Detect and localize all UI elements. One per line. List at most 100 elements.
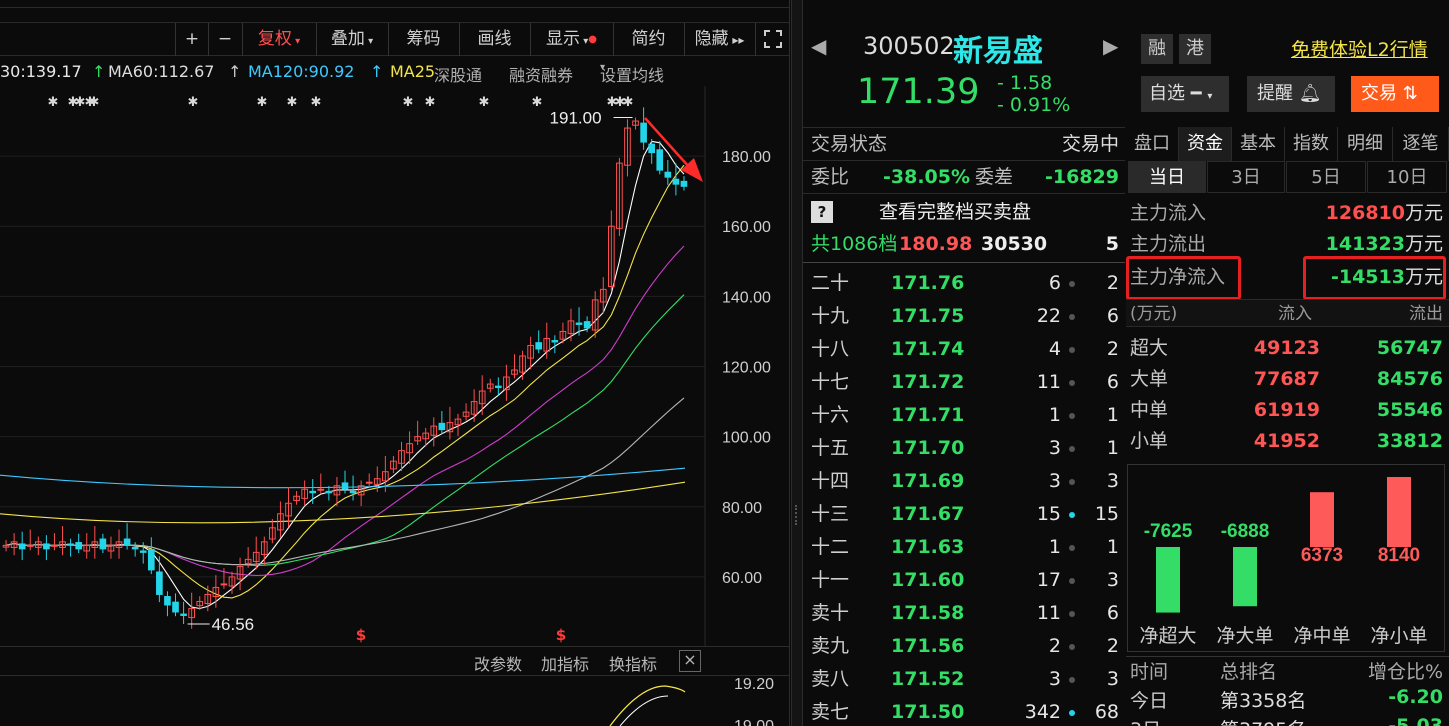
- event-marker-icon: ✱: [68, 95, 79, 110]
- prev-stock-icon[interactable]: ◀: [811, 34, 827, 58]
- book-count: 15: [1094, 503, 1119, 525]
- candle-body: [495, 385, 502, 389]
- order-book-row[interactable]: 十八 171.74 4 2: [803, 333, 1125, 366]
- tab-jiben[interactable]: 基本: [1232, 127, 1285, 161]
- rong-tag[interactable]: 融: [1141, 34, 1173, 64]
- candle-body: [156, 571, 163, 595]
- net-flow-bar: [1233, 547, 1257, 607]
- help-icon[interactable]: ?: [811, 201, 833, 223]
- order-book-row[interactable]: 十五 171.70 3 1: [803, 432, 1125, 465]
- close-indicator-button[interactable]: ×: [679, 650, 701, 672]
- order-book-row[interactable]: 十七 171.72 11 6: [803, 366, 1125, 399]
- weicha-label: 委差: [975, 166, 1014, 188]
- book-count: 1: [1106, 536, 1119, 558]
- tab-mingxi[interactable]: 明细: [1338, 127, 1393, 161]
- fullscreen-button[interactable]: [755, 23, 789, 56]
- order-book-row[interactable]: 卖十 171.58 11 6: [803, 597, 1125, 630]
- xianshi-dropdown[interactable]: 显示 ▾●: [530, 23, 612, 56]
- diejia-dropdown[interactable]: 叠加 ▾: [316, 23, 387, 56]
- candle-body: [325, 490, 333, 494]
- zoom-in-button[interactable]: +: [175, 23, 208, 56]
- order-book-row[interactable]: 十六 171.71 1 1: [803, 399, 1125, 432]
- gang-tag[interactable]: 港: [1179, 34, 1211, 64]
- kline-chart[interactable]: 180.00 160.00 140.00 120.00 100.00 80.00 60.00…: [0, 86, 790, 646]
- period-10d[interactable]: 10日: [1367, 161, 1447, 193]
- candle-body: [398, 450, 405, 464]
- candle-body: [390, 460, 397, 470]
- jianyue-button[interactable]: 简约: [613, 23, 683, 56]
- book-count: 6: [1106, 602, 1119, 624]
- jiaoyi-button[interactable]: 交易 ⇅: [1351, 76, 1439, 112]
- tab-zijin[interactable]: 资金: [1179, 127, 1232, 161]
- candle-body: [301, 488, 308, 499]
- l2-link[interactable]: 免费体验L2行情: [1291, 39, 1428, 61]
- book-count: 3: [1106, 668, 1119, 690]
- tab-zhishu[interactable]: 指数: [1285, 127, 1338, 161]
- bell-icon: 🔔︎: [1298, 83, 1322, 104]
- book-level: 十二: [811, 536, 850, 558]
- tab-pankou[interactable]: 盘口: [1126, 127, 1179, 161]
- change-param-button[interactable]: 改参数: [474, 655, 523, 674]
- book-level: 十一: [811, 569, 850, 591]
- book-level: 十五: [811, 437, 850, 459]
- highlight-box-label: [1126, 256, 1241, 300]
- book-level: 二十: [811, 272, 850, 294]
- panel-divider[interactable]: [791, 0, 803, 726]
- big-order-dot-icon: [1069, 347, 1075, 353]
- zoom-out-button[interactable]: −: [208, 23, 241, 56]
- book-volume: 11: [1036, 371, 1061, 393]
- trade-state-value: 交易中: [1061, 133, 1119, 155]
- order-book-row[interactable]: 十三 171.67 15 15: [803, 498, 1125, 531]
- fuquan-dropdown[interactable]: 复权 ▾: [242, 23, 315, 56]
- add-indicator-button[interactable]: 加指标: [541, 655, 590, 674]
- book-count: 6: [1106, 305, 1119, 327]
- order-book-row[interactable]: 卖九 171.56 2 2: [803, 630, 1125, 663]
- book-level: 卖十: [811, 602, 850, 624]
- order-book-row[interactable]: 十九 171.75 22 6: [803, 300, 1125, 333]
- order-book-row[interactable]: 卖七 171.50 342 68: [803, 696, 1125, 726]
- period-3d[interactable]: 3日: [1207, 161, 1285, 193]
- huaxian-button[interactable]: 画线: [459, 23, 529, 56]
- candle-body: [543, 337, 551, 352]
- order-book-row[interactable]: 卖八 171.52 3 3: [803, 663, 1125, 696]
- net-flow-bar-value: 8140: [1378, 545, 1420, 566]
- up-arrow-icon: ↑: [92, 62, 106, 81]
- tab-zhubi[interactable]: 逐笔: [1393, 127, 1449, 161]
- chouma-button[interactable]: 筹码: [388, 23, 458, 56]
- candle-body: [212, 586, 220, 598]
- book-price: 171.58: [891, 602, 965, 624]
- next-stock-icon[interactable]: ▶: [1103, 34, 1119, 58]
- stock-code: 300502: [863, 32, 955, 60]
- period-5d[interactable]: 5日: [1286, 161, 1366, 193]
- size-out-header: 流出: [1409, 304, 1443, 324]
- event-marker-icon: ✱: [257, 95, 268, 110]
- y-tick-label: 100.00: [722, 430, 771, 447]
- net-flow-bar-label: 净小单: [1370, 625, 1428, 647]
- tixing-label: 提醒: [1257, 83, 1293, 104]
- full-book-link[interactable]: ? 查看完整档买卖盘: [803, 196, 1125, 229]
- candle-body: [277, 513, 284, 531]
- rank-today-value: 第3358名: [1220, 690, 1307, 712]
- book-level: 十九: [811, 305, 850, 327]
- tixing-button[interactable]: 提醒 🔔︎: [1247, 76, 1335, 112]
- yincang-button[interactable]: 隐藏 ▸▸: [684, 23, 754, 56]
- order-book-row[interactable]: 十一 171.60 17 3: [803, 564, 1125, 597]
- order-book-row[interactable]: 十二 171.63 1 1: [803, 531, 1125, 564]
- rank-table: 时间 总排名 增仓比% 今日 第3358名 -6.20 3日 第3795名 -5…: [1126, 656, 1449, 726]
- sub-indicator-chart: 19.20 19.00: [609, 676, 774, 726]
- zixuan-button[interactable]: 自选 ━ ▾: [1141, 76, 1229, 112]
- size-row: 超大 49123 56747: [1126, 333, 1449, 364]
- size-in-header: 流入: [1278, 304, 1312, 324]
- order-book-row[interactable]: 十四 171.69 3 3: [803, 465, 1125, 498]
- rongzi-link[interactable]: 融资融券: [509, 66, 574, 85]
- candle-body: [43, 543, 50, 550]
- candle-body: [640, 122, 647, 143]
- order-book-row[interactable]: 二十 171.76 6 2: [803, 267, 1125, 300]
- book-price: 171.71: [891, 404, 965, 426]
- switch-indicator-button[interactable]: 换指标: [609, 655, 658, 674]
- main-inflow-unit: 万元: [1404, 202, 1443, 224]
- big-order-dot-icon: [1069, 611, 1075, 617]
- period-today[interactable]: 当日: [1128, 161, 1206, 193]
- shengutong-link[interactable]: 深股通: [434, 66, 483, 85]
- candle-body: [139, 550, 147, 553]
